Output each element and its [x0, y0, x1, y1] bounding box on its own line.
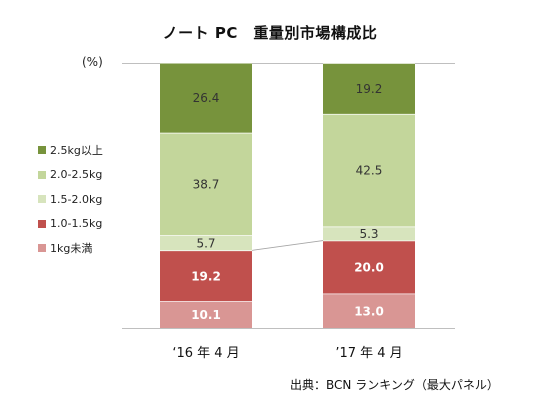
data-label-3-0: 38.7: [193, 177, 220, 191]
chart-title: ノート PC 重量別市場構成比: [162, 24, 378, 42]
data-label-0-0: 10.1: [191, 308, 221, 322]
x-tick-label-1: ’17 年 4 月: [335, 346, 402, 361]
bar-segment-4-0: [160, 62, 252, 133]
legend-item: 2.0-2.5kg: [38, 163, 103, 188]
series-connector-line: [251, 240, 324, 251]
source-note: 出典：BCN ランキング（最大パネル）: [290, 378, 499, 392]
legend-item: 2.5kg以上: [38, 138, 103, 163]
legend-label: 2.0-2.5kg: [50, 168, 103, 182]
legend-label: 1kg未満: [50, 242, 93, 256]
legend-swatch: [38, 170, 46, 179]
bar-segment-1-1: [323, 240, 415, 294]
data-label-1-0: 19.2: [191, 269, 221, 283]
bar-segment-3-1: [323, 113, 415, 227]
x-tick-label-0: ‘16 年 4 月: [172, 346, 239, 361]
data-label-1-1: 20.0: [354, 261, 384, 275]
legend-swatch: [38, 219, 46, 228]
legend: 2.5kg以上 2.0-2.5kg 1.5-2.0kg 1.0-1.5kg 1kg未満: [38, 138, 103, 261]
bar-segment-2-1: [323, 226, 415, 241]
data-label-0-1: 13.0: [354, 304, 384, 318]
data-label-2-1: 5.3: [359, 227, 378, 241]
bar-segment-2-0: [160, 235, 252, 251]
bar-segment-1-0: [160, 250, 252, 302]
legend-item: 1.5-2.0kg: [38, 187, 103, 212]
legend-label: 1.0-1.5kg: [50, 217, 103, 231]
unit-label: (%): [82, 55, 103, 69]
legend-label: 2.5kg以上: [50, 144, 103, 158]
data-label-4-1: 19.2: [356, 82, 383, 96]
legend-label: 1.5-2.0kg: [50, 192, 103, 206]
legend-item: 1kg未満: [38, 236, 103, 261]
data-label-2-0: 5.7: [196, 236, 215, 250]
legend-item: 1.0-1.5kg: [38, 212, 103, 237]
data-label-3-1: 42.5: [356, 164, 383, 178]
legend-swatch: [38, 195, 46, 204]
bar-segment-3-0: [160, 132, 252, 236]
legend-swatch: [38, 146, 46, 155]
data-label-4-0: 26.4: [193, 91, 220, 105]
bar-segment-4-1: [323, 63, 415, 114]
legend-swatch: [38, 244, 46, 253]
bar-segment-0-0: [160, 301, 252, 328]
bar-segment-0-1: [323, 293, 415, 328]
